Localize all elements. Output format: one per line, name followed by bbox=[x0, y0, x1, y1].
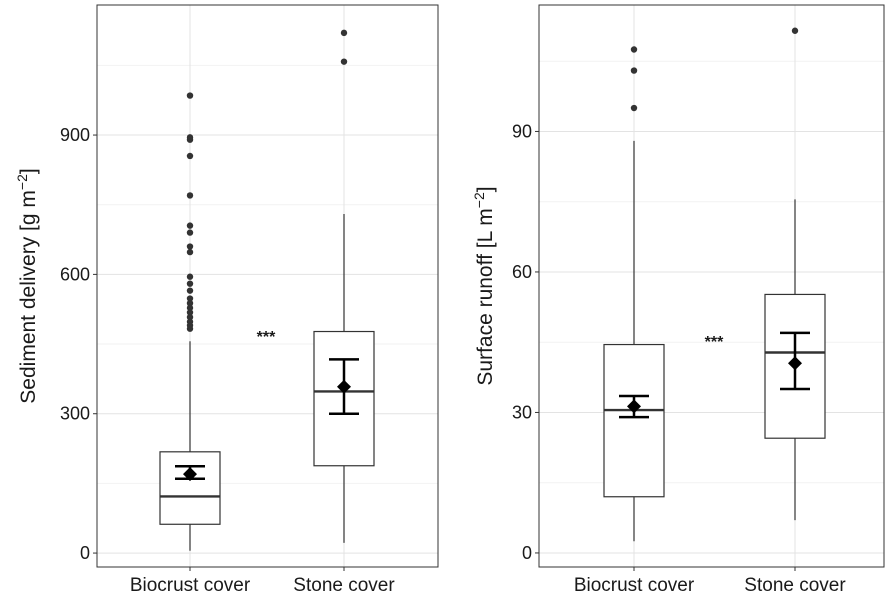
outlier-point bbox=[186, 299, 194, 307]
x-tick-label: Biocrust cover bbox=[574, 575, 695, 596]
outlier-point bbox=[186, 192, 194, 199]
outlier-point bbox=[630, 46, 638, 53]
outlier-point bbox=[186, 309, 194, 316]
iqr-box bbox=[159, 451, 221, 525]
y-tick-label: 90 bbox=[512, 121, 532, 141]
chart-panel-2: 0 30 60 90 Biocrust cover Stone cover Surface … bbox=[471, 4, 885, 596]
x-tick-label: Biocrust cover bbox=[130, 575, 251, 596]
panel-border bbox=[538, 4, 885, 568]
significance-annotation: *** bbox=[257, 329, 276, 346]
outlier-point bbox=[186, 222, 194, 229]
outlier-point bbox=[186, 280, 194, 287]
outlier-point bbox=[186, 304, 194, 312]
outlier-point bbox=[186, 325, 194, 332]
mean-diamond bbox=[788, 356, 802, 371]
box-stone bbox=[764, 27, 826, 521]
y-tick-label: 0 bbox=[522, 543, 532, 563]
box-biocrust bbox=[603, 46, 665, 542]
mean-diamond bbox=[183, 467, 197, 482]
outlier-point bbox=[186, 313, 194, 321]
outlier-point bbox=[186, 248, 194, 256]
y-axis-title: Surface runoff [L m−2] bbox=[471, 186, 497, 385]
significance-annotation: *** bbox=[705, 334, 724, 351]
outlier-point bbox=[186, 243, 194, 250]
outlier-point bbox=[186, 136, 194, 143]
outlier-point bbox=[186, 287, 194, 294]
y-tick-label: 900 bbox=[60, 125, 90, 145]
chart-panel-1: 0 300 600 900 Biocrust cover Stone cover Sedim… bbox=[14, 4, 439, 596]
outlier-point bbox=[186, 152, 194, 160]
y-tick-label: 600 bbox=[60, 264, 90, 284]
outlier-point bbox=[186, 92, 194, 99]
mean-diamond bbox=[627, 399, 641, 414]
panel-border bbox=[96, 4, 439, 568]
box-biocrust bbox=[159, 92, 221, 551]
iqr-box bbox=[603, 343, 665, 498]
mean-diamond bbox=[337, 379, 351, 394]
outlier-point bbox=[340, 58, 348, 65]
outlier-point bbox=[630, 104, 638, 112]
x-tick-label: Stone cover bbox=[744, 575, 846, 596]
y-axis-title: Sediment delivery [g m−2] bbox=[14, 168, 40, 403]
outlier-point bbox=[630, 67, 638, 74]
outlier-point bbox=[791, 27, 799, 34]
y-tick-label: 30 bbox=[512, 402, 532, 422]
y-tick-label: 60 bbox=[512, 262, 532, 282]
outlier-point bbox=[186, 229, 194, 236]
y-tick-label: 0 bbox=[80, 543, 90, 563]
x-tick-label: Stone cover bbox=[293, 575, 395, 596]
outlier-point bbox=[186, 295, 194, 302]
y-tick-label: 300 bbox=[60, 404, 90, 424]
outlier-point bbox=[186, 273, 194, 280]
outlier-point bbox=[340, 29, 348, 37]
box-stone bbox=[313, 29, 375, 543]
